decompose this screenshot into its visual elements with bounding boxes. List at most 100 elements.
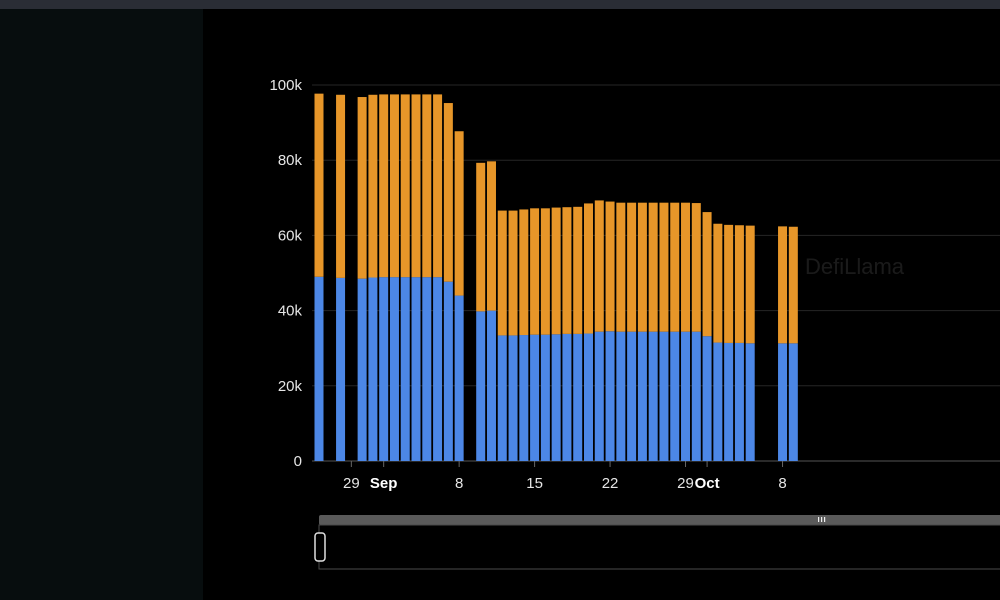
bar-top [433,94,443,278]
bar-bottom [648,331,658,461]
bar-top [443,103,453,282]
bar-bottom [670,331,680,461]
bar-bottom [400,277,410,461]
bar-bottom [433,277,443,461]
bar-top [724,224,734,343]
bar-top [379,94,389,278]
x-tick-label: 15 [526,475,543,492]
scroll-track[interactable] [319,515,1000,525]
bar-top [519,209,529,336]
bar-top [551,207,561,335]
bar-bottom [411,277,421,461]
bar-bottom [379,277,389,461]
bar-bottom [778,343,788,461]
bar-top [594,200,604,332]
bar-top [530,208,540,335]
bar-top [648,202,658,332]
bar-bottom [454,295,464,461]
range-scroller[interactable] [314,515,1000,570]
bar-top [788,226,798,344]
bar-top [508,210,518,336]
bar-bottom [357,278,367,461]
bar-bottom [702,336,712,461]
bar-bottom [788,343,798,461]
bars [314,93,798,461]
bar-top [681,202,691,332]
bar-top [476,162,486,312]
bar-top [627,202,637,332]
bar-top [486,161,496,311]
bar-bottom [443,281,453,461]
bar-top [778,226,788,344]
bar-top [368,94,378,278]
x-tick-label: 29 [677,475,694,492]
bar-top [454,131,464,296]
bar-top [637,202,647,332]
bar-bottom [605,331,615,461]
bar-top [713,223,723,343]
x-tick-label: Oct [695,475,720,492]
bar-bottom [562,333,572,461]
y-tick-label: 100k [269,77,302,94]
bar-top [670,202,680,332]
bar-bottom [691,331,701,461]
bar-top [497,210,507,336]
range-handle-left[interactable] [314,532,326,562]
bar-bottom [637,331,647,461]
y-axis: 0 20k 40k 60k 80k 100k [269,77,302,470]
bar-bottom [724,342,734,461]
bar-bottom [422,277,432,461]
bar-bottom [530,334,540,461]
bar-bottom [551,334,561,461]
bar-bottom [681,331,691,461]
bar-bottom [584,333,593,461]
bar-top [562,207,572,334]
x-tick-label: 8 [455,475,463,492]
bar-top [573,206,583,334]
x-tick-label: Sep [370,475,398,492]
bar-bottom [713,342,723,461]
navigator-area[interactable] [318,524,1000,570]
bar-top [745,225,755,344]
bar-bottom [627,331,637,461]
bar-top [702,212,712,337]
bar-top [314,93,324,277]
bar-top [659,202,669,332]
bar-bottom [497,335,507,461]
bar-bottom [389,277,399,461]
bar-top [411,94,421,278]
bar-top [336,94,346,278]
y-tick-label: 40k [278,303,303,320]
bar-bottom [476,311,486,461]
bar-bottom [314,276,324,461]
x-tick-label: 29 [343,475,360,492]
x-tick-label: 22 [602,475,619,492]
bar-top [605,201,615,332]
bar-top [691,203,701,332]
bar-bottom [508,335,518,461]
watermark: DefiLlama [805,254,905,279]
bar-top [616,202,626,332]
y-tick-label: 20k [278,378,303,395]
bar-bottom [336,277,346,461]
bar-top [584,203,593,334]
bar-bottom [594,331,604,461]
sidebar-panel [0,9,203,600]
bar-top [400,94,410,278]
y-tick-label: 80k [278,152,303,169]
bar-top [422,94,432,278]
y-tick-label: 0 [294,453,302,470]
grip-lines-icon[interactable] [818,517,826,522]
y-tick-label: 60k [278,227,303,244]
bar-top [734,225,744,343]
bar-bottom [486,310,496,461]
bar-bottom [734,342,744,461]
bar-bottom [745,343,755,461]
bar-bottom [368,277,378,461]
x-tick-label: 8 [778,475,786,492]
x-axis: 29 Sep 8 15 22 29 Oct 8 [343,461,787,492]
bar-top [389,94,399,278]
bar-top [357,97,367,279]
bar-bottom [540,334,550,461]
